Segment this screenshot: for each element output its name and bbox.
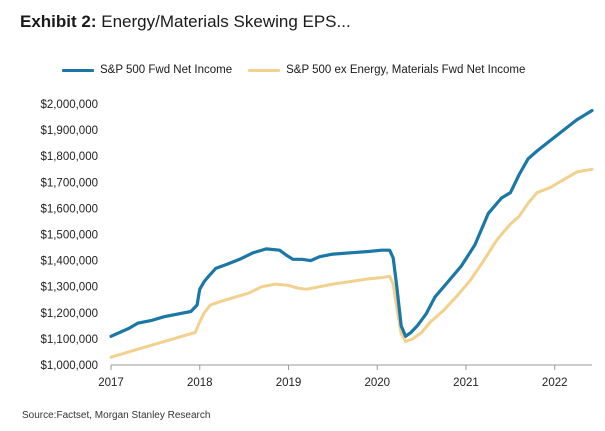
x-tick-label: 2022 <box>542 377 568 389</box>
y-tick-label: $1,400,000 <box>40 256 98 268</box>
y-tick-label: $2,000,000 <box>40 99 98 111</box>
y-tick-label: $1,000,000 <box>40 360 98 372</box>
line-chart: $1,000,000 $1,100,000 $1,200,000 $1,300,000… <box>0 0 605 431</box>
x-tick-label: 2020 <box>364 377 390 389</box>
x-tick-label: 2019 <box>276 377 302 389</box>
y-tick-label: $1,900,000 <box>40 125 98 137</box>
y-tick-label: $1,500,000 <box>40 230 98 242</box>
y-tick-label: $1,700,000 <box>40 177 98 189</box>
y-tick-label: $1,600,000 <box>40 203 98 215</box>
source-note: Source:Factset, Morgan Stanley Research <box>22 410 210 421</box>
y-tick-label: $1,800,000 <box>40 151 98 163</box>
series-line-2 <box>111 169 592 357</box>
series-line-1 <box>111 111 592 337</box>
y-tick-label: $1,300,000 <box>40 282 98 294</box>
y-tick-label: $1,100,000 <box>40 334 98 346</box>
x-tick-label: 2021 <box>453 377 479 389</box>
x-tick-label: 2017 <box>98 377 124 389</box>
exhibit-root: Exhibit 2: Energy/Materials Skewing EPS.… <box>0 0 605 431</box>
y-tick-label: $1,200,000 <box>40 308 98 320</box>
x-tick-label: 2018 <box>187 377 213 389</box>
